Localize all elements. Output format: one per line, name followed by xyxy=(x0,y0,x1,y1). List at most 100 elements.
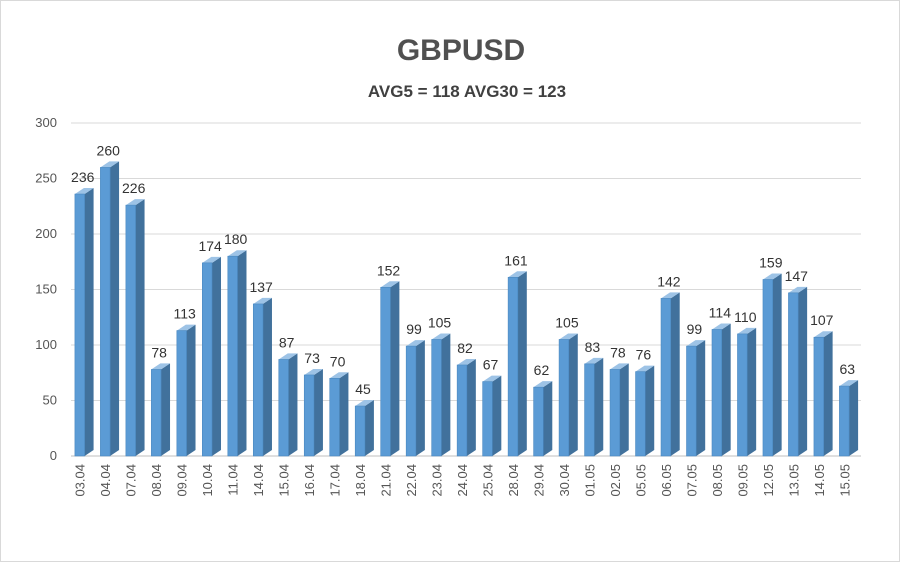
bars xyxy=(74,161,859,457)
bar xyxy=(635,365,655,457)
data-label: 67 xyxy=(483,357,499,373)
x-tick-label: 02.05 xyxy=(608,464,623,497)
bar xyxy=(74,188,94,457)
x-tick-label: 25.04 xyxy=(480,464,495,497)
x-axis-ticks: 03.04 04.04 07.04 08.04 09.04 10.04 11.04 14.04… xyxy=(73,464,853,497)
chart-subtitle: AVG5 = 118 AVG30 = 123 xyxy=(368,82,566,101)
bar xyxy=(737,327,757,457)
data-label: 76 xyxy=(636,347,652,363)
data-label: 105 xyxy=(428,314,452,330)
data-label: 45 xyxy=(355,381,371,397)
x-tick-label: 07.05 xyxy=(684,464,699,497)
bar xyxy=(558,333,578,457)
data-label: 174 xyxy=(198,238,222,254)
bar xyxy=(354,400,374,457)
bar xyxy=(252,297,272,457)
bar xyxy=(711,323,731,457)
x-tick-label: 08.04 xyxy=(149,464,164,497)
bar xyxy=(482,375,502,457)
bar xyxy=(788,286,808,457)
chart-title: GBPUSD xyxy=(397,34,525,67)
bar xyxy=(813,331,833,457)
bar xyxy=(456,358,476,457)
y-tick-label: 250 xyxy=(35,171,57,186)
x-tick-label: 12.05 xyxy=(761,464,776,497)
x-tick-label: 16.04 xyxy=(302,464,317,497)
data-label: 226 xyxy=(122,180,146,196)
bar xyxy=(303,368,323,457)
x-tick-label: 30.04 xyxy=(557,464,572,497)
bar xyxy=(278,353,298,457)
y-tick-label: 0 xyxy=(50,448,57,463)
x-tick-label: 09.05 xyxy=(735,464,750,497)
x-tick-label: 04.04 xyxy=(98,464,113,497)
bar xyxy=(405,340,425,457)
data-label: 70 xyxy=(330,353,346,369)
data-label: 107 xyxy=(810,312,834,328)
x-tick-label: 14.04 xyxy=(251,464,266,497)
x-tick-label: 17.04 xyxy=(328,464,343,497)
y-tick-label: 300 xyxy=(35,115,57,130)
data-label: 62 xyxy=(534,362,550,378)
x-tick-label: 07.04 xyxy=(124,464,139,497)
x-tick-label: 14.05 xyxy=(812,464,827,497)
data-label: 82 xyxy=(457,340,473,356)
x-tick-label: 15.04 xyxy=(277,464,292,497)
y-tick-label: 150 xyxy=(35,282,57,297)
y-tick-label: 100 xyxy=(35,337,57,352)
data-label: 99 xyxy=(687,321,703,337)
x-tick-label: 06.05 xyxy=(659,464,674,497)
x-tick-label: 08.05 xyxy=(710,464,725,497)
bar xyxy=(380,281,400,457)
bar xyxy=(176,324,196,457)
bar xyxy=(533,381,553,457)
data-label: 159 xyxy=(759,255,783,271)
x-tick-label: 03.04 xyxy=(73,464,88,497)
x-tick-label: 13.05 xyxy=(786,464,801,497)
data-label: 142 xyxy=(657,273,681,289)
bar xyxy=(584,357,604,457)
data-label: 110 xyxy=(734,309,757,325)
data-label: 83 xyxy=(585,339,601,355)
y-axis-ticks: 0 50 100 150 200 250 300 xyxy=(35,115,57,463)
data-label: 236 xyxy=(71,169,95,185)
bar xyxy=(151,363,171,457)
bar xyxy=(202,256,222,457)
bar xyxy=(125,199,145,457)
data-label: 78 xyxy=(610,344,626,360)
x-tick-label: 11.04 xyxy=(226,464,241,496)
bar xyxy=(329,372,349,457)
bar xyxy=(609,363,629,457)
y-tick-label: 50 xyxy=(43,393,57,408)
bar xyxy=(839,380,859,457)
bar xyxy=(431,333,451,457)
data-label: 114 xyxy=(709,304,732,320)
data-label: 63 xyxy=(839,361,855,377)
data-label: 105 xyxy=(555,314,579,330)
x-tick-label: 29.04 xyxy=(531,464,546,497)
data-label: 113 xyxy=(174,306,197,322)
x-tick-label: 28.04 xyxy=(506,464,521,497)
bar xyxy=(227,250,247,457)
bar xyxy=(762,273,782,457)
x-tick-label: 05.05 xyxy=(633,464,648,497)
x-tick-label: 15.05 xyxy=(837,464,852,497)
x-tick-label: 18.04 xyxy=(353,464,368,497)
x-tick-label: 22.04 xyxy=(404,464,419,497)
bar xyxy=(100,161,120,457)
data-label: 180 xyxy=(224,231,248,247)
bar xyxy=(660,292,680,457)
x-tick-label: 10.04 xyxy=(200,464,215,497)
x-tick-label: 01.05 xyxy=(582,464,597,497)
x-tick-label: 23.04 xyxy=(430,464,445,497)
data-label: 152 xyxy=(377,262,401,278)
data-label: 147 xyxy=(785,268,809,284)
x-tick-label: 21.04 xyxy=(379,464,394,497)
data-label: 99 xyxy=(406,321,422,337)
data-label: 87 xyxy=(279,334,295,350)
y-tick-label: 200 xyxy=(35,226,57,241)
x-tick-label: 24.04 xyxy=(455,464,470,497)
